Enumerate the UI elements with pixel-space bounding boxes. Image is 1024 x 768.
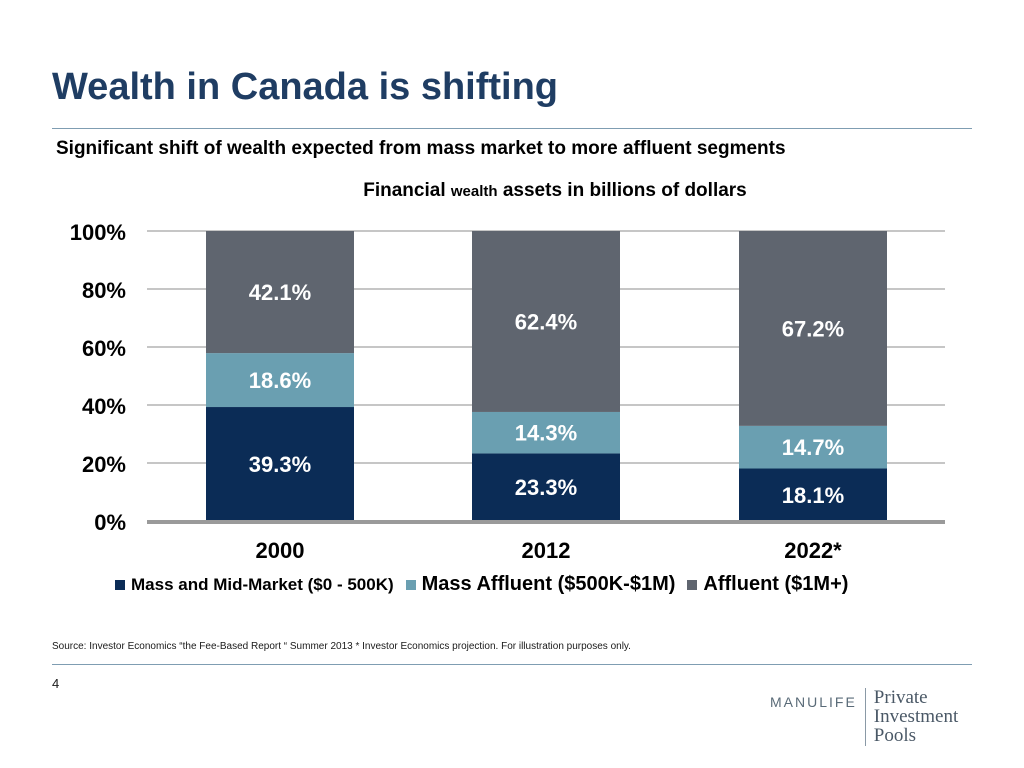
legend-item-mass-market: Mass and Mid-Market ($0 - 500K)	[115, 575, 394, 595]
legend-label-mass-market: Mass and Mid-Market ($0 - 500K)	[131, 574, 394, 594]
bar-segment	[739, 425, 887, 469]
y-tick-label: 40%	[82, 394, 126, 419]
y-tick-label: 20%	[82, 452, 126, 477]
page-number: 4	[52, 676, 60, 691]
legend-swatch-affluent	[687, 579, 698, 590]
bar-segment	[206, 231, 354, 354]
bar-segment	[206, 407, 354, 521]
bar-segment	[739, 231, 887, 426]
legend-label-mass-affluent: Mass Affluent ($500K-$1M)	[421, 573, 676, 595]
chart-title: Financial wealth assets in billions of d…	[0, 180, 1024, 202]
x-tick-label: 2022*	[784, 538, 842, 563]
logo-line-3: Pools	[873, 725, 917, 746]
chart-legend: Mass and Mid-Market ($0 - 500K) Mass Aff…	[115, 573, 860, 596]
data-label: 18.1%	[782, 483, 844, 508]
legend-item-mass-affluent: Mass Affluent ($500K-$1M)	[405, 573, 676, 596]
y-tick-label: 0%	[94, 510, 126, 535]
bar-segment	[472, 453, 620, 521]
y-tick-label: 100%	[70, 220, 126, 245]
data-label: 23.3%	[515, 475, 577, 500]
manulife-logo: MANULIFE Private Investment Pools	[770, 688, 958, 746]
legend-swatch-mass-affluent	[405, 579, 416, 590]
data-label: 62.4%	[515, 309, 577, 334]
logo-divider	[864, 688, 866, 746]
bar-segment	[472, 231, 620, 412]
slide-title: Wealth in Canada is shifting	[52, 66, 559, 108]
data-label: 39.3%	[249, 452, 311, 477]
x-tick-label: 2012	[522, 538, 571, 563]
legend-label-affluent: Affluent ($1M+)	[703, 573, 849, 595]
logo-product: Private Investment Pools	[874, 688, 958, 745]
legend-item-affluent: Affluent ($1M+)	[687, 573, 848, 596]
bar-segment	[739, 468, 887, 521]
title-divider	[52, 128, 972, 129]
data-label: 18.6%	[249, 368, 311, 393]
data-label: 14.7%	[782, 435, 844, 460]
x-tick-label: 2000	[256, 538, 305, 563]
slide-subtitle: Significant shift of wealth expected fro…	[56, 138, 786, 159]
y-tick-label: 80%	[82, 278, 126, 303]
bar-segment	[472, 411, 620, 454]
source-note: Source: Investor Economics “the Fee-Base…	[52, 641, 631, 652]
data-label: 14.3%	[515, 421, 577, 446]
bar-segment	[206, 353, 354, 408]
chart-title-part1: Financial	[363, 180, 451, 201]
y-tick-label: 60%	[82, 336, 126, 361]
logo-line-1: Private	[873, 687, 928, 708]
footer-divider	[52, 664, 972, 665]
chart-title-part3: assets in billions of dollars	[497, 180, 747, 201]
data-label: 67.2%	[782, 316, 844, 341]
logo-line-2: Investment	[873, 706, 959, 727]
data-label: 42.1%	[249, 280, 311, 305]
legend-swatch-mass-market	[115, 579, 125, 590]
logo-brand: MANULIFE	[770, 694, 857, 710]
chart-title-part2: wealth	[450, 183, 498, 200]
